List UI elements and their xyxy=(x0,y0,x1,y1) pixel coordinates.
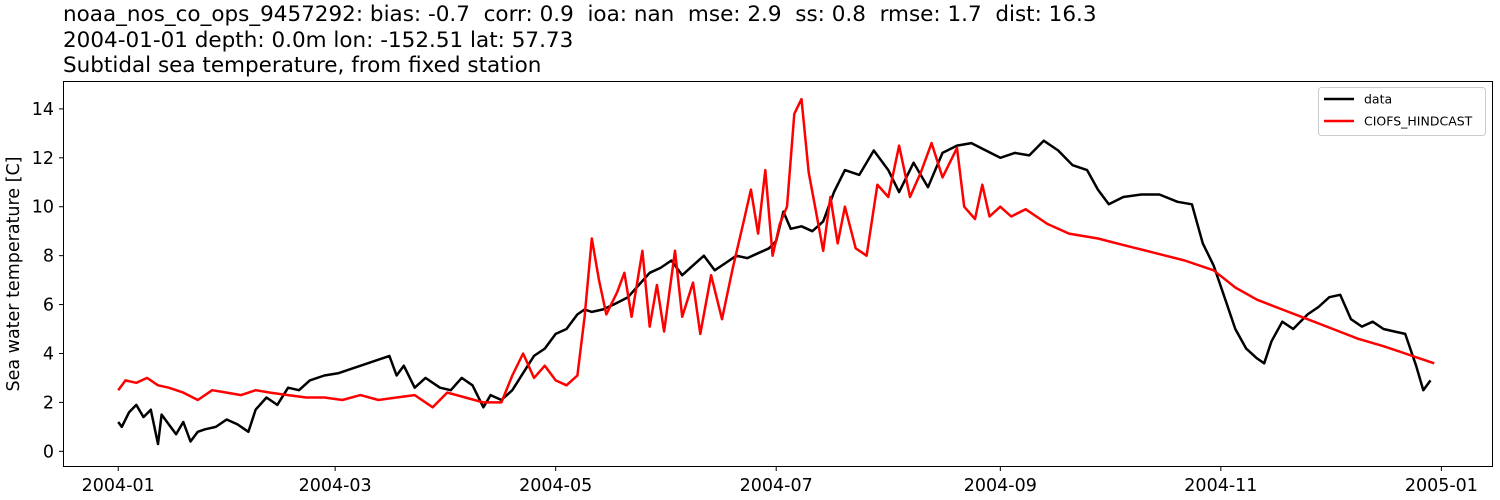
legend: data CIOFS_HINDCAST xyxy=(1318,87,1486,136)
y-tick-label: 2 xyxy=(43,393,54,413)
x-tick-label: 2004-03 xyxy=(299,476,372,496)
y-tick-label: 8 xyxy=(43,247,54,267)
legend-box xyxy=(1318,87,1486,136)
series-line-ciofs-hindcast xyxy=(117,97,1435,409)
y-tick-label: 14 xyxy=(32,100,54,120)
y-tick-label: 6 xyxy=(43,296,54,316)
y-tick-label: 0 xyxy=(43,442,54,462)
chart-subtitle-description: Subtidal sea temperature, from fixed sta… xyxy=(63,53,542,78)
legend-label-data: data xyxy=(1364,92,1392,107)
x-tick-label: 2004-11 xyxy=(1184,476,1257,496)
y-axis: 0 2 4 6 8 10 12 14 xyxy=(32,100,64,462)
y-axis-label: Sea water temperature [C] xyxy=(4,156,24,391)
chart-title: noaa_nos_co_ops_9457292: bias: -0.7 corr… xyxy=(63,2,1097,27)
x-tick-label: 2004-09 xyxy=(964,476,1037,496)
y-tick-label: 12 xyxy=(32,149,54,169)
y-tick-label: 4 xyxy=(43,344,54,364)
plot-frame xyxy=(63,81,1493,467)
series-layer xyxy=(117,97,1435,446)
x-tick-label: 2005-01 xyxy=(1405,476,1478,496)
x-tick-label: 2004-05 xyxy=(519,476,592,496)
legend-label-ciofs-hindcast: CIOFS_HINDCAST xyxy=(1364,114,1473,129)
x-tick-label: 2004-01 xyxy=(82,476,155,496)
y-tick-label: 10 xyxy=(32,198,54,218)
chart-subtitle-location: 2004-01-01 depth: 0.0m lon: -152.51 lat:… xyxy=(63,27,574,53)
x-tick-label: 2004-07 xyxy=(740,476,813,496)
x-axis: 2004-01 2004-03 2004-05 2004-07 2004-09 2004-… xyxy=(82,466,1478,496)
series-line-data xyxy=(117,139,1432,446)
chart-title-block: noaa_nos_co_ops_9457292: bias: -0.7 corr… xyxy=(63,2,1097,79)
